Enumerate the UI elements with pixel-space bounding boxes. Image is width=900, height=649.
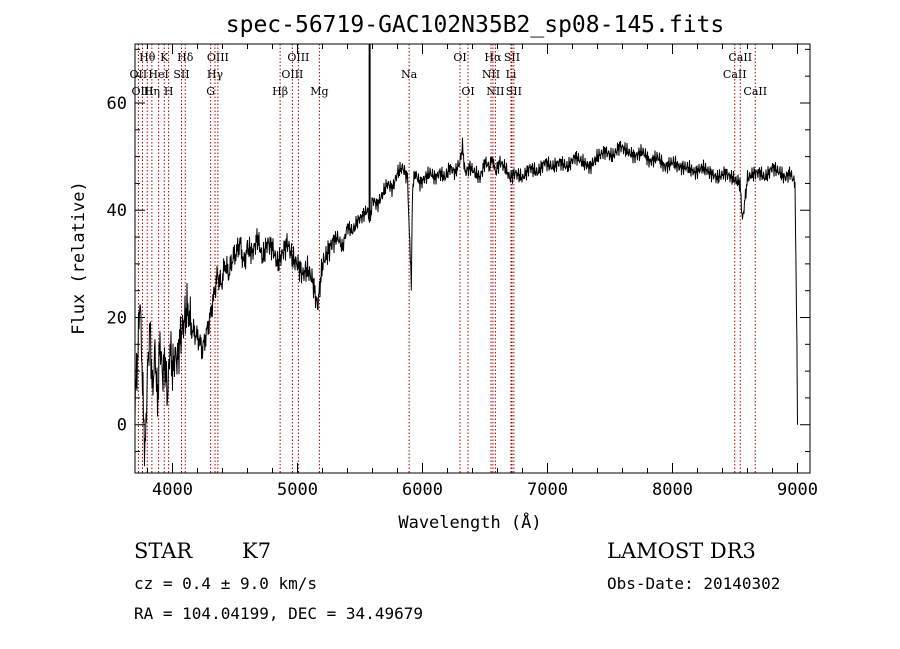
y-axis-label: Flux (relative) — [69, 181, 89, 335]
line-marker-label: CaII — [743, 85, 767, 98]
y-tick-label: 40 — [107, 201, 127, 221]
line-marker-label: Hθ — [139, 51, 156, 64]
line-marker-label: Mg — [310, 85, 328, 98]
line-marker-label: OIII — [281, 68, 303, 81]
axes: 4000 5000 6000 7000 8000 9000 0 20 40 60 — [107, 44, 818, 500]
object-type: STAR — [134, 539, 193, 563]
line-marker-label: Hδ — [177, 51, 194, 64]
line-marker-label: OII — [130, 68, 148, 81]
line-marker-label: Na — [401, 68, 418, 81]
spectrum-line — [134, 137, 798, 467]
line-marker-label: H — [164, 85, 174, 98]
survey-name: LAMOST DR3 — [607, 539, 756, 563]
line-marker-label: CaII — [728, 51, 752, 64]
line-marker-label: OIII — [287, 51, 309, 64]
line-marker-label: Hβ — [272, 85, 288, 98]
line-marker-label: SII — [173, 68, 189, 81]
line-marker-label: HeI — [148, 68, 168, 81]
chart-title: spec-56719-GAC102N35B2_sp08-145.fits — [226, 12, 725, 38]
line-marker-label: OI — [453, 51, 466, 64]
line-marker-label: Hγ — [207, 68, 224, 81]
coordinates: RA = 104.04199, DEC = 34.49679 — [134, 604, 423, 623]
subclass: K7 — [242, 539, 272, 563]
line-marker-label: K — [160, 51, 169, 64]
line-marker-label: SII — [504, 51, 520, 64]
spectrum-series — [134, 137, 798, 467]
line-marker-label: Hη — [144, 85, 160, 98]
x-tick-label: 6000 — [402, 480, 443, 500]
line-marker-label: Hα — [484, 51, 502, 64]
line-marker-label: OIII — [131, 85, 153, 98]
x-tick-label: 4000 — [152, 480, 193, 500]
y-tick-label: 20 — [107, 308, 127, 328]
line-marker-label: CaII — [723, 68, 747, 81]
x-axis-label: Wavelength (Å) — [398, 511, 541, 533]
y-tick-label: 60 — [107, 94, 127, 114]
line-marker-label: NII — [482, 68, 500, 81]
line-marker-label: NII — [486, 85, 504, 98]
line-markers: Hθ OII OIII HeI Hη K H SII Hδ OIII Hγ G Hβ OIII OIII Mg… — [130, 44, 767, 473]
line-marker-label: G — [206, 85, 215, 98]
x-tick-label: 7000 — [527, 480, 568, 500]
obs-date: Obs-Date: 20140302 — [607, 574, 781, 593]
x-tick-label: 9000 — [777, 480, 818, 500]
x-tick-label: 5000 — [277, 480, 318, 500]
line-marker-label: OI — [461, 85, 474, 98]
x-tick-label: 8000 — [652, 480, 693, 500]
line-marker-label: OIII — [207, 51, 229, 64]
velocity: cz = 0.4 ± 9.0 km/s — [134, 574, 318, 593]
line-marker-label: Li — [506, 68, 517, 81]
y-tick-label: 0 — [117, 416, 127, 436]
line-marker-label: SII — [506, 85, 522, 98]
